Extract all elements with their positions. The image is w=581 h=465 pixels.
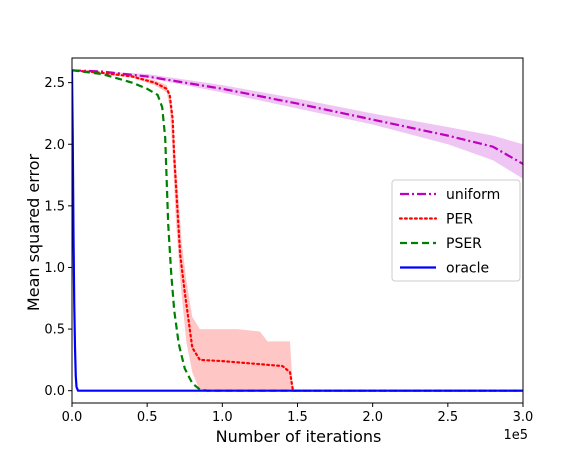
y-tick-label: 2.5 (44, 76, 65, 91)
x-axis-label: Number of iterations (216, 427, 382, 446)
series-line-pser (72, 69, 523, 392)
x-tick-label: 0.5 (137, 410, 158, 425)
series-line-per (72, 69, 523, 392)
legend: uniform PER PSER oracle (391, 179, 521, 282)
y-tick-label: 1.0 (44, 261, 65, 276)
y-tick-label: 0.5 (44, 323, 65, 338)
x-tick-label: 3.0 (513, 410, 534, 425)
band-layer (72, 70, 523, 391)
x-tick-label: 1.5 (287, 410, 308, 425)
legend-label-uniform: uniform (446, 187, 500, 203)
band-per (72, 70, 293, 391)
series-layer (72, 69, 523, 392)
x-tick-label: 1.0 (212, 410, 233, 425)
y-tick-layer: 0.0 0.5 1.0 1.5 2.0 2.5 (44, 76, 72, 399)
x-tick-layer: 0.0 0.5 1.0 1.5 2.0 2.5 3.0 (62, 403, 534, 425)
legend-label-per: PER (446, 212, 473, 228)
x-offset-label: 1e5 (503, 428, 528, 443)
x-tick-label: 0.0 (62, 410, 83, 425)
legend-items: uniform PER PSER oracle (398, 187, 500, 277)
legend-box (391, 179, 521, 282)
series-line-oracle (72, 70, 523, 392)
x-tick-label: 2.0 (362, 410, 383, 425)
y-axis-label: Mean squared error (24, 154, 43, 312)
y-tick-label: 1.5 (44, 199, 65, 214)
legend-label-pser: PSER (446, 236, 482, 252)
band-uniform (72, 70, 523, 179)
series-line-uniform (72, 69, 523, 165)
y-tick-label: 0.0 (44, 384, 65, 399)
y-tick-label: 2.0 (44, 138, 65, 153)
x-tick-label: 2.5 (437, 410, 458, 425)
legend-label-oracle: oracle (446, 261, 489, 277)
